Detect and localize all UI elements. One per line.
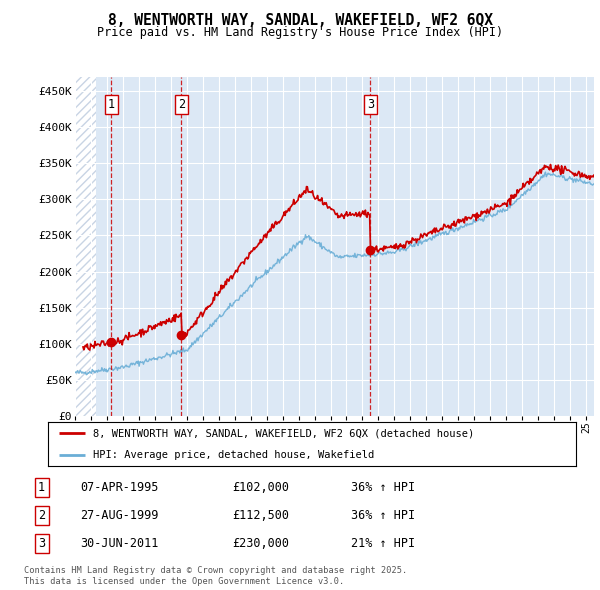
Text: 2: 2 [178, 97, 185, 111]
Text: HPI: Average price, detached house, Wakefield: HPI: Average price, detached house, Wake… [93, 450, 374, 460]
Text: 30-JUN-2011: 30-JUN-2011 [80, 537, 159, 550]
Text: 07-APR-1995: 07-APR-1995 [80, 481, 159, 494]
Text: 3: 3 [38, 537, 45, 550]
Text: 21% ↑ HPI: 21% ↑ HPI [351, 537, 415, 550]
Bar [96, 77, 594, 416]
Text: £112,500: £112,500 [233, 509, 290, 522]
Text: 2: 2 [38, 509, 45, 522]
Text: 36% ↑ HPI: 36% ↑ HPI [351, 509, 415, 522]
Text: 1: 1 [38, 481, 45, 494]
Text: 3: 3 [367, 97, 374, 111]
Bar [75, 77, 96, 416]
Text: 8, WENTWORTH WAY, SANDAL, WAKEFIELD, WF2 6QX (detached house): 8, WENTWORTH WAY, SANDAL, WAKEFIELD, WF2… [93, 428, 474, 438]
Text: £230,000: £230,000 [233, 537, 290, 550]
Text: 1: 1 [107, 97, 115, 111]
Text: 27-AUG-1999: 27-AUG-1999 [80, 509, 159, 522]
Text: Price paid vs. HM Land Registry's House Price Index (HPI): Price paid vs. HM Land Registry's House … [97, 26, 503, 39]
Text: 8, WENTWORTH WAY, SANDAL, WAKEFIELD, WF2 6QX: 8, WENTWORTH WAY, SANDAL, WAKEFIELD, WF2… [107, 13, 493, 28]
Text: 36% ↑ HPI: 36% ↑ HPI [351, 481, 415, 494]
Text: £102,000: £102,000 [233, 481, 290, 494]
Text: Contains HM Land Registry data © Crown copyright and database right 2025.
This d: Contains HM Land Registry data © Crown c… [24, 566, 407, 586]
